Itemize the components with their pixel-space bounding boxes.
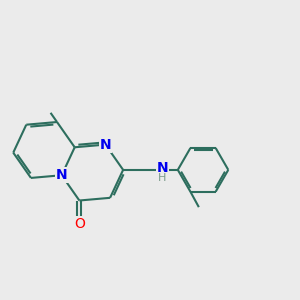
Text: N: N xyxy=(56,168,68,182)
Text: O: O xyxy=(74,217,85,231)
Text: N: N xyxy=(100,138,111,152)
Text: N: N xyxy=(157,161,168,176)
Text: H: H xyxy=(158,173,166,183)
